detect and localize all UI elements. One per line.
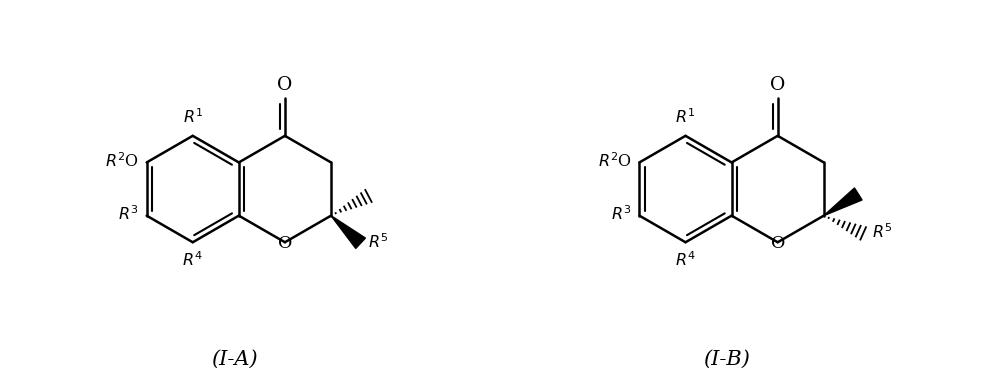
Text: O: O: [771, 235, 785, 252]
Text: (I-A): (I-A): [211, 350, 257, 369]
Text: $R^1$: $R^1$: [183, 108, 203, 127]
Text: $R^2$O: $R^2$O: [105, 152, 139, 171]
Text: $R^4$: $R^4$: [675, 251, 696, 270]
Text: $R^4$: $R^4$: [182, 251, 203, 270]
Text: $R^3$: $R^3$: [118, 205, 139, 224]
Text: O: O: [770, 76, 785, 94]
Text: O: O: [278, 235, 292, 252]
Text: $R^2$O: $R^2$O: [598, 152, 632, 171]
Text: $R^5$: $R^5$: [368, 233, 389, 252]
Text: $R^1$: $R^1$: [675, 108, 696, 127]
Text: $R^5$: $R^5$: [872, 223, 892, 242]
Text: (I-B): (I-B): [703, 350, 750, 369]
Polygon shape: [331, 216, 365, 248]
Text: $R^3$: $R^3$: [611, 205, 632, 224]
Polygon shape: [824, 188, 862, 216]
Text: O: O: [277, 76, 293, 94]
